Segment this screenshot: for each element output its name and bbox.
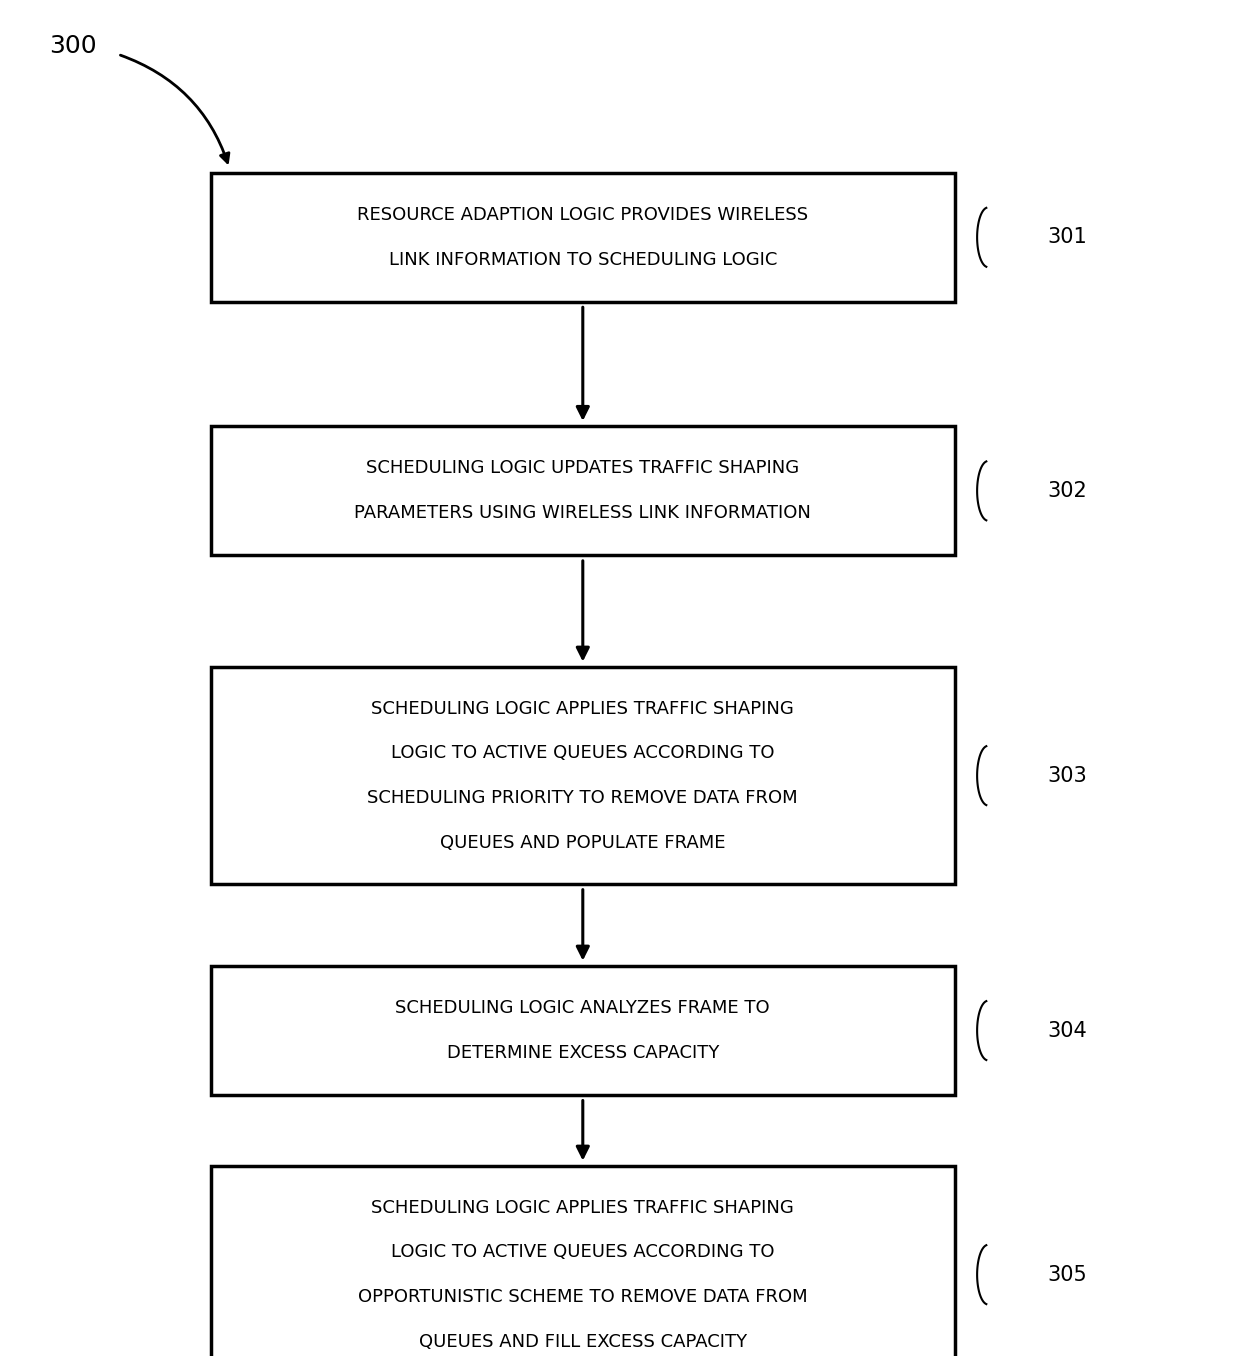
- Text: SCHEDULING LOGIC APPLIES TRAFFIC SHAPING: SCHEDULING LOGIC APPLIES TRAFFIC SHAPING: [372, 1199, 794, 1216]
- Text: SCHEDULING LOGIC ANALYZES FRAME TO: SCHEDULING LOGIC ANALYZES FRAME TO: [396, 999, 770, 1017]
- FancyBboxPatch shape: [211, 667, 955, 884]
- Text: QUEUES AND FILL EXCESS CAPACITY: QUEUES AND FILL EXCESS CAPACITY: [419, 1333, 746, 1351]
- FancyBboxPatch shape: [211, 1166, 955, 1356]
- Text: 304: 304: [1048, 1021, 1087, 1040]
- Text: QUEUES AND POPULATE FRAME: QUEUES AND POPULATE FRAME: [440, 834, 725, 852]
- Text: LOGIC TO ACTIVE QUEUES ACCORDING TO: LOGIC TO ACTIVE QUEUES ACCORDING TO: [391, 744, 775, 762]
- Text: LOGIC TO ACTIVE QUEUES ACCORDING TO: LOGIC TO ACTIVE QUEUES ACCORDING TO: [391, 1243, 775, 1261]
- Text: RESOURCE ADAPTION LOGIC PROVIDES WIRELESS: RESOURCE ADAPTION LOGIC PROVIDES WIRELES…: [357, 206, 808, 224]
- Text: OPPORTUNISTIC SCHEME TO REMOVE DATA FROM: OPPORTUNISTIC SCHEME TO REMOVE DATA FROM: [358, 1288, 807, 1306]
- FancyBboxPatch shape: [211, 174, 955, 302]
- Text: 300: 300: [50, 34, 97, 58]
- Text: LINK INFORMATION TO SCHEDULING LOGIC: LINK INFORMATION TO SCHEDULING LOGIC: [388, 251, 777, 268]
- Text: 302: 302: [1048, 481, 1087, 500]
- Text: SCHEDULING PRIORITY TO REMOVE DATA FROM: SCHEDULING PRIORITY TO REMOVE DATA FROM: [367, 789, 799, 807]
- Text: 303: 303: [1048, 766, 1087, 785]
- Text: 305: 305: [1048, 1265, 1087, 1284]
- Text: SCHEDULING LOGIC APPLIES TRAFFIC SHAPING: SCHEDULING LOGIC APPLIES TRAFFIC SHAPING: [372, 700, 794, 717]
- FancyBboxPatch shape: [211, 965, 955, 1096]
- Text: PARAMETERS USING WIRELESS LINK INFORMATION: PARAMETERS USING WIRELESS LINK INFORMATI…: [355, 504, 811, 522]
- Text: 301: 301: [1048, 228, 1087, 247]
- Text: SCHEDULING LOGIC UPDATES TRAFFIC SHAPING: SCHEDULING LOGIC UPDATES TRAFFIC SHAPING: [366, 460, 800, 477]
- Text: DETERMINE EXCESS CAPACITY: DETERMINE EXCESS CAPACITY: [446, 1044, 719, 1062]
- FancyBboxPatch shape: [211, 426, 955, 556]
